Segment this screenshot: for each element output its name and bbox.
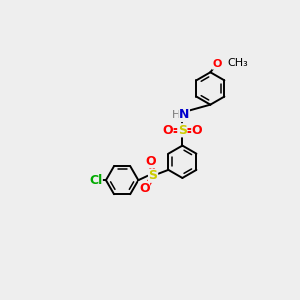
Text: Cl: Cl <box>89 174 102 187</box>
Text: CH₃: CH₃ <box>227 58 248 68</box>
Text: O: O <box>139 182 149 195</box>
Text: O: O <box>146 154 156 167</box>
Text: O: O <box>192 124 203 137</box>
Text: S: S <box>148 169 158 182</box>
Text: N: N <box>179 109 189 122</box>
Text: O: O <box>162 124 173 137</box>
Text: O: O <box>212 59 221 69</box>
Text: S: S <box>178 124 187 137</box>
Text: H: H <box>172 110 180 120</box>
